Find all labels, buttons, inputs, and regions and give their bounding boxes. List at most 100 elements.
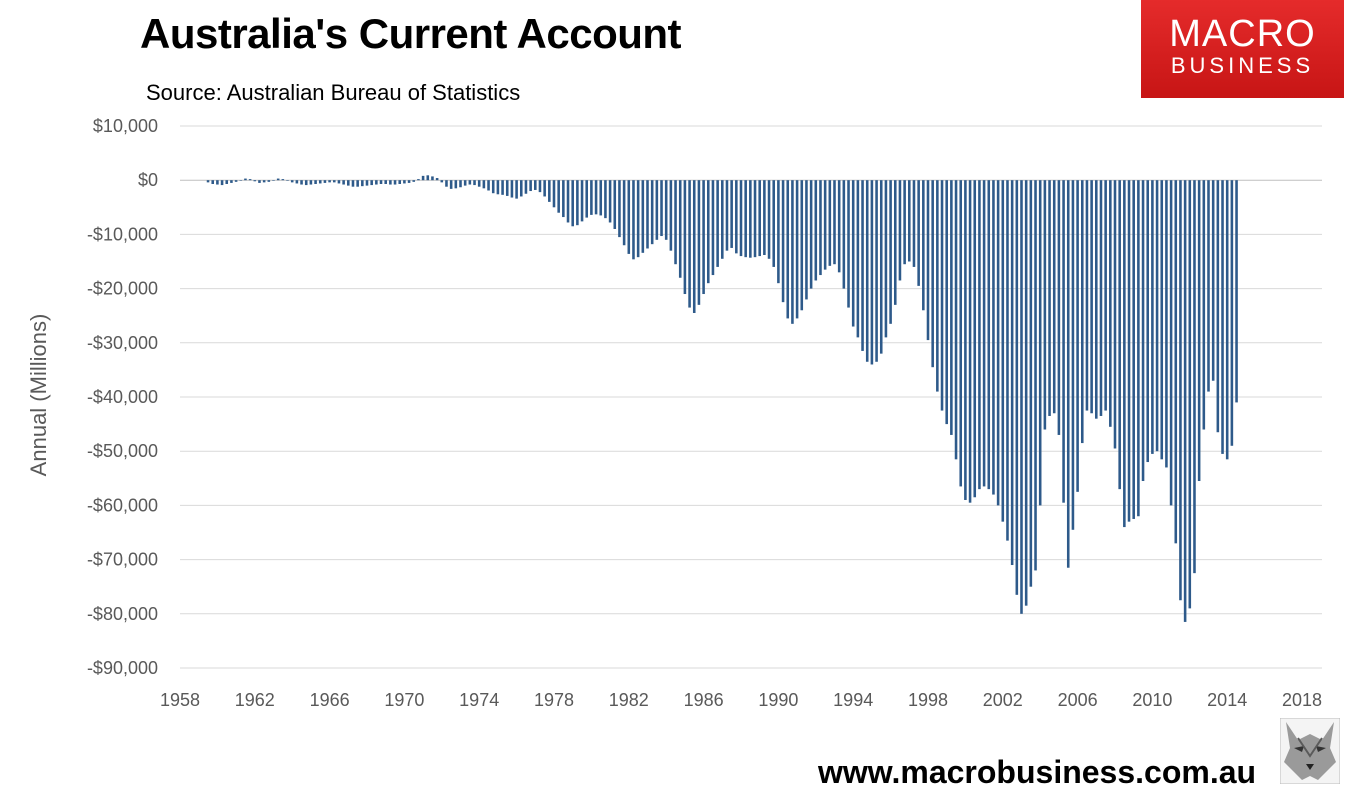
bar: [426, 175, 430, 181]
bar: [477, 180, 481, 187]
bar: [534, 180, 537, 190]
x-tick-label: 1978: [534, 690, 574, 710]
bar: [683, 180, 687, 295]
bar: [463, 180, 467, 186]
bar: [258, 180, 261, 183]
bar: [725, 180, 729, 251]
bar: [805, 180, 808, 300]
x-tick-label: 1962: [235, 690, 275, 710]
bar: [753, 180, 757, 258]
x-tick-label: 1994: [833, 690, 873, 710]
bar: [1174, 180, 1178, 544]
y-tick-label: $10,000: [93, 116, 158, 136]
bar: [1076, 180, 1079, 492]
bar: [763, 180, 766, 255]
bar: [1113, 180, 1117, 449]
bar: [632, 180, 635, 260]
bar: [318, 180, 322, 184]
bar: [996, 180, 1000, 506]
bar: [669, 180, 673, 251]
bar: [440, 180, 444, 183]
x-tick-label: 2002: [983, 690, 1023, 710]
bar: [529, 180, 532, 192]
bar: [216, 180, 219, 185]
bar: [1216, 180, 1220, 433]
bar: [501, 180, 504, 195]
bar: [431, 176, 434, 181]
y-tick-label: -$10,000: [87, 224, 158, 244]
bar: [604, 180, 607, 219]
chart-title: Australia's Current Account: [140, 10, 682, 57]
bar: [384, 180, 387, 184]
bar: [1197, 180, 1201, 482]
bar: [445, 180, 448, 187]
bar: [655, 180, 659, 240]
bar: [524, 180, 528, 194]
bar: [716, 180, 719, 267]
bar: [562, 180, 565, 218]
bar: [337, 180, 341, 184]
bar: [758, 180, 761, 257]
bar: [281, 179, 285, 181]
bar: [244, 178, 247, 181]
wolf-logo-icon: [1280, 718, 1340, 784]
bar: [295, 180, 299, 184]
bar: [286, 180, 289, 181]
bar: [323, 180, 327, 183]
bar: [875, 180, 878, 362]
bar: [1155, 180, 1159, 452]
bar: [1202, 180, 1206, 430]
bar: [1071, 180, 1075, 530]
y-tick-label: -$30,000: [87, 333, 158, 353]
bar: [823, 180, 827, 270]
bar: [1090, 180, 1093, 414]
bar: [978, 180, 981, 490]
bar: [1052, 180, 1056, 414]
bar: [510, 180, 514, 198]
bar: [407, 180, 411, 183]
bar: [692, 180, 696, 313]
bar: [449, 180, 453, 189]
bar: [482, 180, 486, 189]
x-tick-label: 2018: [1282, 690, 1322, 710]
bar: [403, 180, 406, 184]
y-tick-label: -$50,000: [87, 441, 158, 461]
bar: [641, 180, 645, 253]
bar: [706, 180, 710, 284]
bar: [735, 180, 738, 254]
bar: [856, 180, 860, 338]
bar: [398, 180, 402, 184]
bar: [608, 180, 612, 223]
bar: [1001, 180, 1005, 522]
bar: [552, 180, 556, 208]
bar: [206, 180, 210, 183]
bar: [777, 180, 780, 284]
bar: [1235, 180, 1238, 403]
bar: [1048, 180, 1051, 416]
bar: [1104, 180, 1107, 411]
bar: [622, 180, 626, 246]
y-tick-label: -$80,000: [87, 604, 158, 624]
bar: [1146, 180, 1150, 463]
bar: [870, 180, 874, 365]
bar: [646, 180, 649, 249]
bar: [1118, 180, 1121, 490]
bar: [837, 180, 841, 273]
bar: [650, 180, 654, 245]
bar: [1225, 180, 1229, 460]
bar: [267, 180, 271, 182]
bar: [379, 180, 383, 184]
bar: [314, 180, 317, 184]
bar: [1193, 180, 1196, 574]
bar: [982, 180, 986, 487]
bar: [576, 180, 579, 226]
bar: [613, 180, 617, 229]
bar: [702, 180, 705, 295]
bar: [898, 180, 902, 281]
x-tick-label: 2006: [1058, 690, 1098, 710]
bar: [959, 180, 963, 487]
bar: [660, 180, 663, 237]
bar: [435, 178, 439, 181]
bar: [370, 180, 373, 186]
